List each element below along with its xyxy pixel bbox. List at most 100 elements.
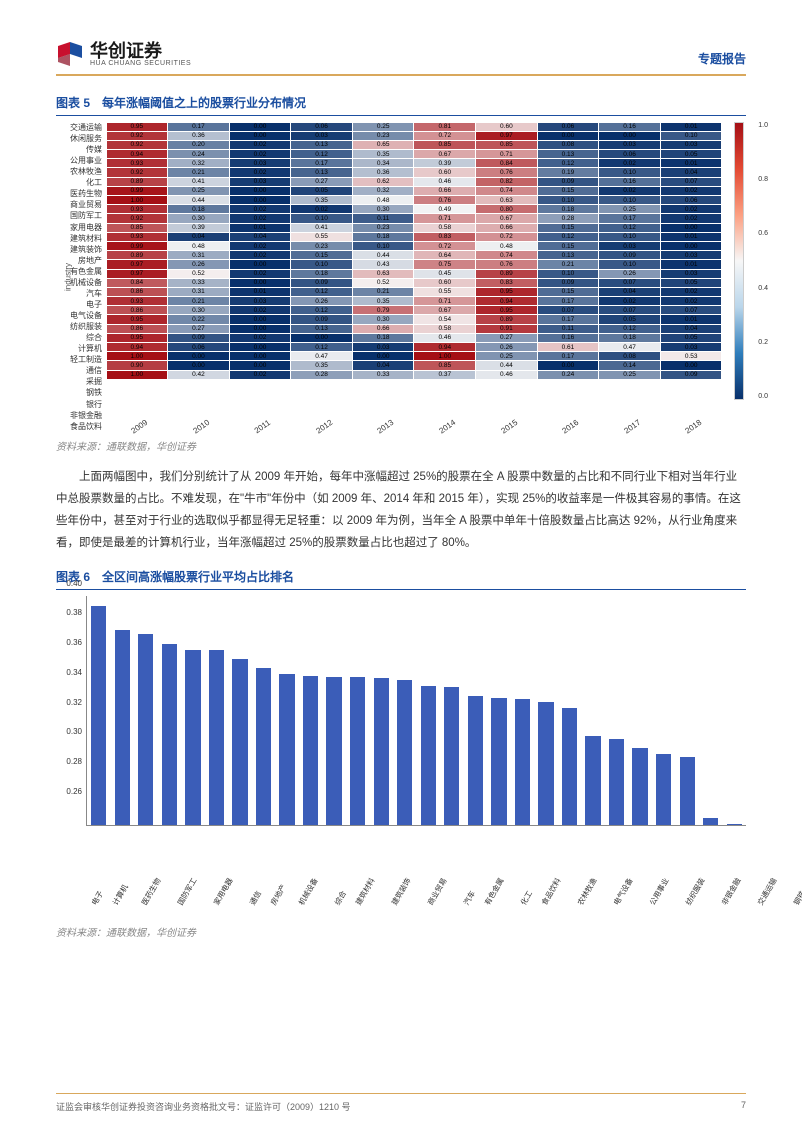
heatmap-cell: 0.12 [599,224,660,232]
heatmap-cell: 0.07 [538,306,599,314]
heatmap-cell: 0.00 [230,260,291,268]
bar-chart: 0.260.280.300.320.340.360.380.40 电子计算机医药… [56,596,746,876]
bar [538,702,553,825]
heatmap-cell: 0.30 [353,315,414,323]
bar [138,634,153,825]
heatmap-cell: 0.42 [168,371,229,379]
heatmap-cell: 0.23 [353,224,414,232]
heatmap-cell: 0.74 [476,187,537,195]
heatmap-cell: 0.07 [661,306,722,314]
heatmap-cell: 0.55 [291,233,352,241]
heatmap-cell: 0.24 [538,371,599,379]
heatmap-cell: 0.09 [538,279,599,287]
heatmap-cell: 0.05 [291,187,352,195]
heatmap-cell: 0.36 [168,132,229,140]
heatmap-cell: 0.15 [538,187,599,195]
heatmap-cell: 0.26 [476,343,537,351]
heatmap-cell: 0.00 [538,361,599,369]
heatmap-col-labels: 2009201020112012201320142015201620172018 [106,423,722,432]
heatmap-cell: 0.03 [230,178,291,186]
heatmap-cell: 0.94 [476,297,537,305]
body-paragraph: 上面两幅图中，我们分别统计了从 2009 年开始，每年中涨幅超过 25%的股票在… [56,467,746,554]
heatmap-cell: 0.35 [353,150,414,158]
bar [421,686,436,825]
heatmap-cell: 0.03 [661,251,722,259]
heatmap-cell: 0.20 [168,141,229,149]
heatmap-row-label: 交通运输 [56,123,102,132]
heatmap-cell: 0.21 [168,297,229,305]
heatmap-cell: 0.85 [414,361,475,369]
heatmap-cell: 0.41 [291,224,352,232]
colorbar-tick: 0.6 [758,230,768,237]
heatmap-cell: 0.94 [107,343,168,351]
heatmap-cell: 0.44 [168,196,229,204]
heatmap-cell: 0.28 [291,371,352,379]
heatmap-cell: 0.06 [538,123,599,131]
heatmap-cell: 0.15 [538,288,599,296]
heatmap-cell: 0.09 [291,279,352,287]
heatmap-cell: 0.71 [476,150,537,158]
heatmap-cell: 0.64 [414,251,475,259]
heatmap-cell: 0.00 [230,123,291,131]
heatmap-cell: 0.76 [414,196,475,204]
heatmap-cell: 0.67 [414,306,475,314]
heatmap-cell: 0.00 [353,352,414,360]
heatmap-cell: 0.04 [168,233,229,241]
heatmap-cell: 0.86 [107,325,168,333]
heatmap-cell: 0.39 [168,224,229,232]
heatmap-cell: 0.02 [661,205,722,213]
heatmap-cell: 0.17 [538,315,599,323]
heatmap-cell: 0.27 [168,325,229,333]
heatmap-cell: 0.10 [599,233,660,241]
heatmap-cell: 0.33 [168,279,229,287]
heatmap-cell: 0.05 [661,150,722,158]
heatmap-cell: 0.95 [476,288,537,296]
heatmap-cell: 0.18 [538,205,599,213]
heatmap-cell: 0.00 [230,132,291,140]
bar-xlabel: 食品饮料 [536,876,564,913]
heatmap-cell: 0.84 [107,279,168,287]
heatmap-cell: 0.86 [107,288,168,296]
heatmap-cell: 0.99 [107,187,168,195]
heatmap-cell: 0.92 [107,132,168,140]
heatmap-cell: 0.12 [599,325,660,333]
heatmap-cell: 0.02 [230,214,291,222]
heatmap-row-label: 传媒 [56,145,102,154]
heatmap-cell: 0.02 [230,371,291,379]
logo: 华创证券 HUA CHUANG SECURITIES [56,40,191,68]
heatmap-cell: 0.00 [230,279,291,287]
heatmap-cell: 0.03 [661,270,722,278]
heatmap-cell: 0.22 [168,315,229,323]
heatmap-cell: 0.89 [476,315,537,323]
heatmap-cell: 0.07 [599,306,660,314]
heatmap-cell: 0.58 [414,325,475,333]
bar-xlabel: 机械设备 [293,876,321,913]
heatmap-cell: 0.30 [168,306,229,314]
heatmap-cell: 0.79 [353,306,414,314]
bar-xlabel: 汽车 [458,889,478,913]
heatmap-cell: 0.13 [538,150,599,158]
heatmap-cell: 0.00 [599,132,660,140]
heatmap-cell: 0.92 [107,214,168,222]
bar [515,699,530,825]
bar-plot-area [86,596,746,826]
heatmap-cell: 0.12 [291,343,352,351]
bar [279,674,294,825]
heatmap-cell: 0.04 [661,325,722,333]
bar [232,659,247,825]
heatmap-cell: 0.76 [476,260,537,268]
heatmap-cell: 0.21 [353,288,414,296]
heatmap-row-label: 综合 [56,333,102,342]
heatmap-cell: 0.02 [599,159,660,167]
heatmap-cell: 0.39 [414,159,475,167]
heatmap-cell: 0.66 [353,325,414,333]
heatmap-cell: 0.03 [230,297,291,305]
heatmap-cell: 0.00 [230,352,291,360]
figure6-title: 图表 6 全区间高涨幅股票行业平均占比排名 [56,568,746,590]
heatmap-cell: 0.60 [476,123,537,131]
heatmap-cell: 0.60 [414,168,475,176]
heatmap-cell: 0.49 [414,205,475,213]
heatmap-cell: 0.35 [353,297,414,305]
heatmap-cell: 0.13 [291,141,352,149]
heatmap-cell: 0.95 [107,334,168,342]
